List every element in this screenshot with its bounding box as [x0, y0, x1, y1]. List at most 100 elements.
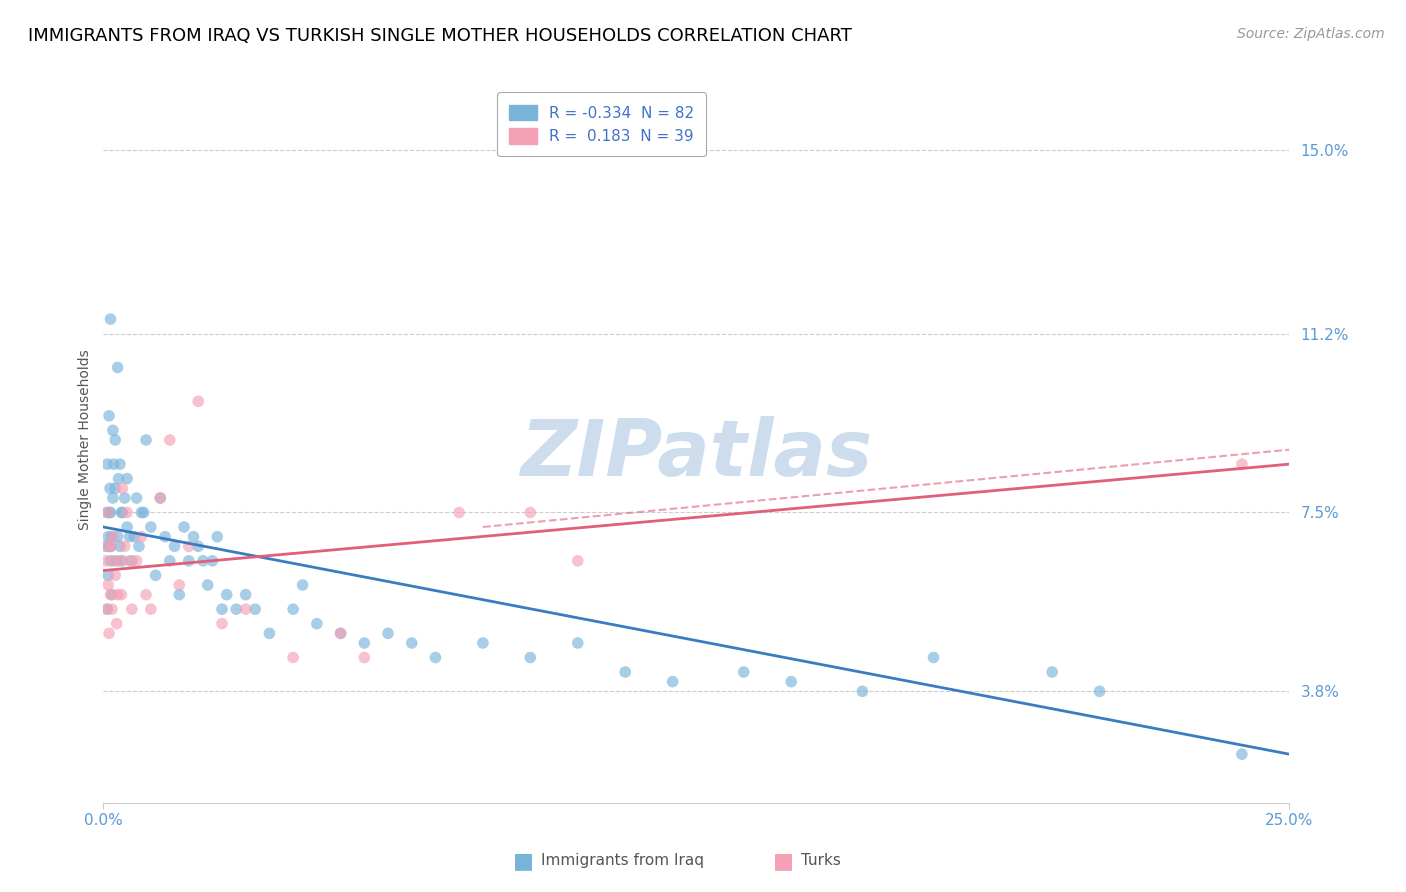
Point [131, 506, 153, 520]
Point [1088, 684, 1111, 698]
Point [100, 312, 122, 326]
Point [153, 530, 176, 544]
Point [128, 539, 150, 553]
Point [305, 616, 328, 631]
Point [114, 539, 136, 553]
Point [121, 602, 143, 616]
Point [108, 554, 131, 568]
Point [97, 530, 120, 544]
Point [105, 616, 128, 631]
Point [97, 506, 120, 520]
Point [98, 626, 121, 640]
Point [96, 602, 118, 616]
Point [101, 602, 124, 616]
Point [101, 491, 124, 505]
Point [780, 674, 803, 689]
Point [105, 554, 128, 568]
Point [111, 506, 134, 520]
Point [149, 491, 172, 505]
Point [281, 650, 304, 665]
Point [103, 457, 125, 471]
Point [98, 481, 121, 495]
Point [101, 588, 124, 602]
Text: IMMIGRANTS FROM IRAQ VS TURKISH SINGLE MOTHER HOUSEHOLDS CORRELATION CHART: IMMIGRANTS FROM IRAQ VS TURKISH SINGLE M… [28, 27, 852, 45]
Point [169, 578, 191, 592]
Point [101, 423, 124, 437]
Point [107, 360, 129, 375]
Point [110, 588, 132, 602]
Point [121, 554, 143, 568]
Point [177, 539, 200, 553]
Point [259, 626, 281, 640]
Point [107, 530, 129, 544]
Point [98, 506, 121, 520]
Point [94, 539, 117, 553]
Point [97, 578, 120, 592]
Point [177, 554, 200, 568]
Text: ■: ■ [773, 851, 794, 871]
Point [111, 481, 134, 495]
Point [132, 506, 155, 520]
Point [100, 539, 122, 553]
Text: ZIPatlas: ZIPatlas [520, 417, 873, 492]
Point [377, 626, 399, 640]
Point [98, 539, 121, 553]
Point [108, 457, 131, 471]
Point [401, 636, 423, 650]
Point [225, 602, 247, 616]
Point [125, 491, 148, 505]
Point [111, 554, 134, 568]
Point [96, 457, 118, 471]
Point [118, 530, 141, 544]
Point [215, 588, 238, 602]
Point [118, 554, 141, 568]
Point [122, 530, 145, 544]
Point [107, 588, 129, 602]
Point [329, 626, 352, 640]
Point [353, 650, 375, 665]
Point [235, 602, 257, 616]
Point [163, 539, 186, 553]
Point [851, 684, 873, 698]
Point [243, 602, 266, 616]
Point [139, 602, 162, 616]
Point [197, 578, 219, 592]
Point [97, 568, 120, 582]
Point [1230, 747, 1253, 761]
Point [114, 491, 136, 505]
Point [135, 588, 157, 602]
Point [567, 554, 589, 568]
Text: Immigrants from Iraq: Immigrants from Iraq [541, 854, 704, 868]
Point [135, 433, 157, 447]
Point [173, 520, 195, 534]
Y-axis label: Single Mother Households: Single Mother Households [79, 350, 93, 531]
Point [104, 481, 127, 495]
Point [169, 588, 191, 602]
Point [159, 554, 181, 568]
Point [104, 433, 127, 447]
Point [191, 554, 214, 568]
Point [100, 588, 122, 602]
Point [159, 433, 181, 447]
Point [211, 602, 233, 616]
Point [661, 674, 683, 689]
Point [235, 588, 257, 602]
Point [96, 602, 118, 616]
Point [115, 472, 138, 486]
Point [519, 506, 541, 520]
Point [125, 554, 148, 568]
Point [96, 506, 118, 520]
Point [149, 491, 172, 505]
Point [98, 409, 121, 423]
Point [103, 554, 125, 568]
Point [207, 530, 229, 544]
Point [101, 530, 124, 544]
Point [110, 506, 132, 520]
Point [614, 665, 637, 679]
Point [425, 650, 447, 665]
Point [449, 506, 471, 520]
Legend: R = -0.334  N = 82, R =  0.183  N = 39: R = -0.334 N = 82, R = 0.183 N = 39 [496, 93, 706, 156]
Point [187, 394, 209, 409]
Point [471, 636, 494, 650]
Point [104, 568, 127, 582]
